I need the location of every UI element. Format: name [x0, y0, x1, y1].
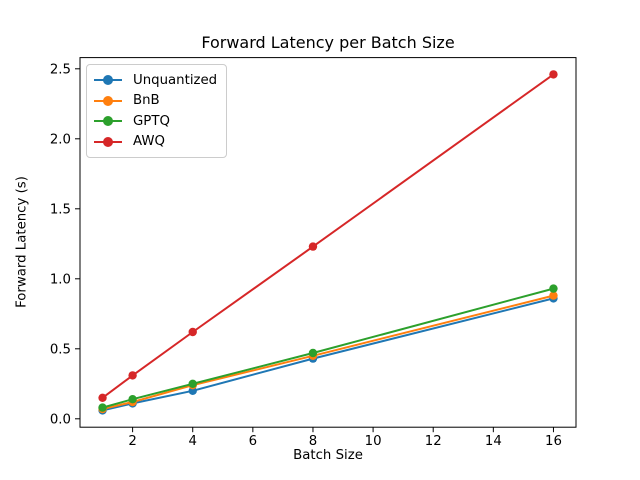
legend-item-bnb: BnB — [93, 91, 217, 112]
x-tick-label: 4 — [188, 434, 196, 449]
x-tick-label: 14 — [485, 434, 502, 449]
y-tick-label: 2.5 — [50, 62, 71, 77]
y-tick-label: 0.0 — [50, 412, 71, 427]
legend-marker-unquantized — [94, 75, 122, 86]
marker-awq — [308, 242, 318, 251]
marker-awq — [128, 371, 137, 380]
series-line-bnb — [101, 294, 555, 410]
plot-border — [79, 57, 577, 428]
legend: Unquantized BnB GPTQ AWQ — [86, 64, 228, 158]
y-tick-label: 0.5 — [50, 342, 71, 357]
marker-bnb — [549, 291, 558, 300]
legend-item-gptq: GPTQ — [93, 111, 217, 132]
marker-gptq — [308, 348, 318, 358]
marker-gptq — [128, 395, 137, 404]
marker-gptq — [98, 403, 107, 412]
x-axis-label: Batch Size — [293, 448, 363, 463]
marker-awq — [188, 327, 197, 337]
y-axis-label: Forward Latency (s) — [14, 176, 30, 308]
legend-label-unquantized: Unquantized — [133, 72, 218, 88]
legend-label-bnb: BnB — [133, 93, 160, 109]
legend-marker-awq — [94, 136, 122, 147]
marker-gptq — [188, 379, 197, 388]
series-line-unquantized — [101, 297, 555, 412]
legend-marker-gptq — [94, 116, 122, 127]
legend-label-gptq: GPTQ — [133, 113, 170, 129]
y-tick-label: 2.0 — [50, 132, 71, 147]
legend-item-unquantized: Unquantized — [93, 70, 217, 91]
chart-title: Forward Latency per Batch Size — [201, 33, 455, 52]
y-tick-label: 1.0 — [50, 272, 71, 287]
legend-label-awq: AWQ — [133, 134, 165, 150]
x-tick-label: 6 — [249, 434, 257, 449]
x-tick-label: 10 — [365, 434, 382, 449]
x-tick-label: 2 — [128, 434, 136, 449]
legend-marker-bnb — [94, 95, 122, 106]
marker-awq — [98, 393, 107, 402]
marker-gptq — [549, 284, 558, 293]
x-tick-label: 8 — [309, 434, 317, 449]
marker-awq — [549, 70, 558, 79]
x-tick-label: 12 — [425, 434, 442, 449]
x-tick-label: 16 — [545, 434, 562, 449]
y-tick-label: 1.5 — [50, 202, 71, 217]
legend-item-awq: AWQ — [93, 132, 217, 153]
